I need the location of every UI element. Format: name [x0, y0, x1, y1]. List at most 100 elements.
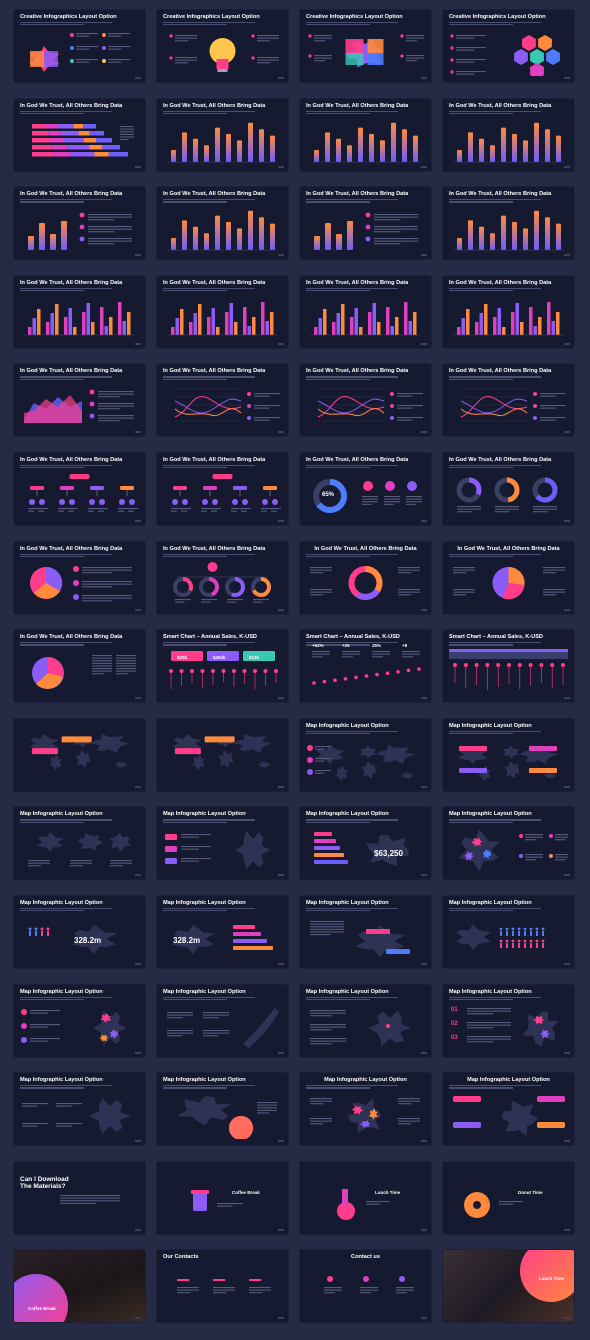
slide-subtitle-lines [449, 730, 541, 735]
slide-page-marker [421, 431, 427, 434]
slide-subtitle-lines [20, 908, 112, 912]
slide-thumbnail[interactable]: In God We Trust, All Others Bring Data [300, 541, 431, 614]
slide-title: In God We Trust, All Others Bring Data [449, 279, 552, 286]
slide-thumbnail[interactable]: Coffee Break [157, 1161, 288, 1234]
slide-subtitle-lines [163, 819, 255, 823]
slide-title: In God We Trust, All Others Bring Data [306, 279, 409, 286]
slide-thumbnail[interactable]: Map Infographic Layout Option [443, 1073, 574, 1146]
slide-thumbnail[interactable]: Map Infographic Layout Option [14, 984, 145, 1057]
slide-thumbnail[interactable]: In God We Trust, All Others Bring Data [300, 364, 431, 437]
slide-page-marker [421, 342, 427, 345]
slide-thumbnail[interactable]: In God We Trust, All Others Bring Data [14, 453, 145, 525]
slide-thumbnail[interactable]: Map Infographic Layout Option [157, 807, 288, 880]
slide-thumbnail[interactable] [157, 718, 288, 791]
slide-thumbnail[interactable]: In God We Trust, All Others Bring Data [300, 275, 431, 348]
slide-thumbnail[interactable]: In God We Trust, All Others Bring Data [14, 630, 145, 703]
slide-thumbnail[interactable]: In God We Trust, All Others Bring Data [14, 364, 145, 437]
slide-title: In God We Trust, All Others Bring Data [457, 545, 560, 552]
slide-thumbnail[interactable]: Map Infographic Layout Option [300, 984, 431, 1057]
slide-thumbnail[interactable]: Map Infographic Layout Option [443, 896, 574, 968]
slide-thumbnail[interactable]: In God We Trust, All Others Bring Data [157, 275, 288, 348]
slide-thumbnail[interactable]: Smart Chart – Annual Sales, K-USD [443, 630, 574, 703]
slide-thumbnail[interactable]: Contact us [300, 1250, 431, 1323]
slide-page-marker [135, 608, 141, 611]
slide-visual [449, 738, 568, 785]
slide-visual [20, 206, 139, 253]
slide-thumbnail[interactable]: Creative Infographics Layout Option [157, 10, 288, 82]
slide-thumbnail[interactable]: In God We Trust, All Others Bring Data [443, 187, 574, 260]
slide-page-marker [421, 785, 427, 788]
slide-thumbnail[interactable]: Map Infographic Layout Option [157, 1073, 288, 1146]
slide-thumbnail[interactable]: In God We Trust, All Others Bring Data [14, 187, 145, 260]
slide-title: Map Infographic Layout Option [163, 811, 246, 818]
slide-visual [306, 826, 425, 873]
slide-page-marker [135, 431, 141, 434]
slide-thumbnail[interactable]: Map Infographic Layout Option 328.2m [14, 896, 145, 968]
slide-thumbnail[interactable]: In God We Trust, All Others Bring Data [443, 541, 574, 614]
slide-thumbnail[interactable]: In God We Trust, All Others Bring Data [157, 453, 288, 525]
slide-thumbnail[interactable]: Map Infographic Layout Option [300, 1073, 431, 1146]
slide-thumbnail[interactable] [14, 718, 145, 791]
slide-visual [20, 1269, 139, 1316]
slide-thumbnail[interactable]: In God We Trust, All Others Bring Data 65… [300, 453, 431, 525]
slide-subtitle-lines [163, 996, 255, 1001]
slide-page-marker [278, 520, 284, 522]
slide-thumbnail[interactable]: In God We Trust, All Others Bring Data [157, 364, 288, 437]
slide-page-marker [421, 254, 427, 257]
slide-thumbnail[interactable]: Map Infographic Layout Option [300, 896, 431, 968]
slide-thumbnail[interactable]: Map Infographic Layout Option [443, 807, 574, 880]
slide-thumbnail[interactable]: Map Infographic Layout Option 328.2m [157, 896, 288, 968]
slide-thumbnail[interactable]: Map Infographic Layout Option [14, 1073, 145, 1146]
slide-thumbnail[interactable]: Creative Infographics Layout Option [300, 10, 431, 82]
slide-page-marker [278, 874, 284, 877]
slide-thumbnail[interactable]: In God We Trust, All Others Bring Data [157, 98, 288, 171]
slide-thumbnail[interactable]: In God We Trust, All Others Bring Data [443, 364, 574, 437]
slide-thumbnail[interactable]: Map Infographic Layout Option 01 02 03 [443, 984, 574, 1057]
slide-thumbnail[interactable]: In God We Trust, All Others Bring Data [157, 541, 288, 614]
slide-thumbnail[interactable]: Coffee Break [14, 1250, 145, 1323]
slide-title: Smart Chart – Annual Sales, K-USD [449, 634, 543, 641]
slide-thumbnail[interactable]: In God We Trust, All Others Bring Data [14, 275, 145, 348]
slide-title: In God We Trust, All Others Bring Data [163, 545, 266, 552]
slide-thumbnail[interactable]: In God We Trust, All Others Bring Data [443, 275, 574, 348]
slide-thumbnail[interactable]: Map Infographic Layout Option [443, 718, 574, 791]
slide-thumbnail[interactable]: In God We Trust, All Others Bring Data [14, 541, 145, 614]
slide-subtitle-lines [20, 465, 112, 469]
slide-visual [449, 29, 568, 76]
slide-thumbnail[interactable]: Creative Infographics Layout Option [14, 10, 145, 82]
slide-thumbnail[interactable]: Map Infographic Layout Option [157, 984, 288, 1057]
slide-thumbnail[interactable]: Our Contacts [157, 1250, 288, 1323]
slide-thumbnail[interactable]: Smart Chart – Annual Sales, K-USD $25k $45… [157, 630, 288, 703]
slide-thumbnail[interactable]: In God We Trust, All Others Bring Data [157, 187, 288, 260]
slide-thumbnail[interactable]: In God We Trust, All Others Bring Data [300, 187, 431, 260]
slide-title: Map Infographic Layout Option [20, 1077, 103, 1084]
slide-thumbnail[interactable]: In God We Trust, All Others Bring Data [443, 453, 574, 525]
slide-page-marker [564, 254, 570, 257]
slide-thumbnail[interactable]: Lunch Time [300, 1161, 431, 1234]
slide-thumbnail[interactable]: In God We Trust, All Others Bring Data [14, 98, 145, 171]
slide-thumbnail[interactable]: Creative Infographics Layout Option [443, 10, 574, 82]
slide-thumbnail[interactable]: Map Infographic Layout Option $63,250 [300, 807, 431, 880]
slide-thumbnail[interactable]: Map Infographic Layout Option [300, 718, 431, 791]
slide-page-marker [278, 963, 284, 965]
slide-subtitle-lines [306, 996, 398, 1001]
slide-thumbnail[interactable]: In God We Trust, All Others Bring Data [300, 98, 431, 171]
slide-thumbnail[interactable]: Map Infographic Layout Option [14, 807, 145, 880]
slide-title: In God We Trust, All Others Bring Data [163, 368, 266, 375]
slide-visual [449, 472, 568, 519]
slide-visual [20, 1004, 139, 1051]
step-number: 03 [451, 1034, 458, 1041]
stat-value: +52% [312, 643, 324, 649]
slide-thumbnail[interactable]: Smart Chart – Annual Sales, K-USD +52% +25… [300, 630, 431, 703]
slide-thumbnail[interactable]: Donut Time [443, 1161, 574, 1234]
slide-subtitle-lines [449, 110, 541, 115]
slide-page-marker [135, 520, 141, 522]
slide-thumbnail[interactable]: In God We Trust, All Others Bring Data [443, 98, 574, 171]
slide-page-marker [421, 697, 427, 700]
slide-title: In God We Trust, All Others Bring Data [20, 191, 123, 198]
slide-visual [163, 206, 282, 253]
slide-thumbnail[interactable]: Lunch Time [443, 1250, 574, 1323]
slide-thumbnail[interactable]: Can I Download The Materials? [14, 1161, 145, 1234]
slide-visual [163, 118, 282, 165]
slide-visual [306, 472, 425, 519]
